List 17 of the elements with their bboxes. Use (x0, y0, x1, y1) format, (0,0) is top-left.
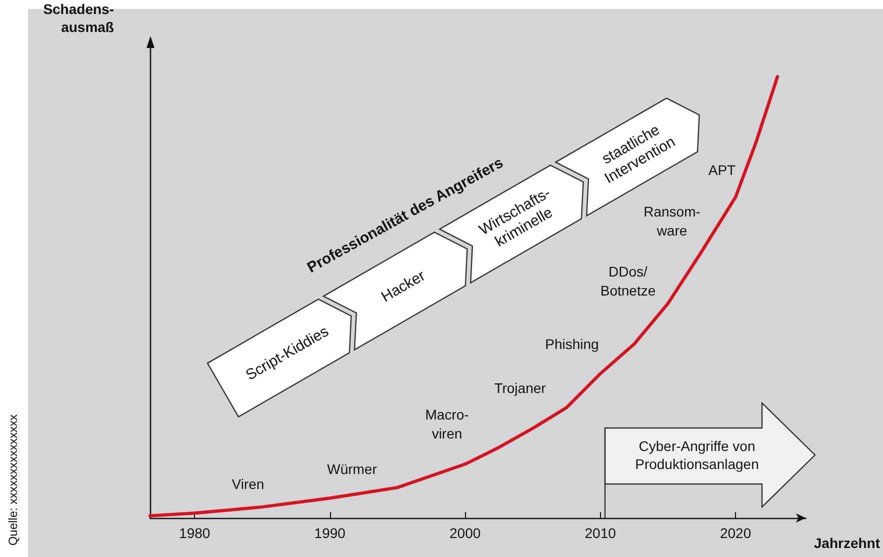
annotation: Trojaner (494, 380, 546, 396)
x-tick-label: 2020 (720, 525, 752, 541)
annotation: Viren (232, 476, 264, 492)
annotation: Ransom- ware (644, 204, 701, 238)
annotation: Würmer (327, 461, 378, 477)
x-tick-label: 2000 (450, 525, 481, 541)
x-tick-label: 1990 (314, 525, 346, 541)
annotation: APT (708, 162, 736, 178)
annotation: Cyber-Angriffe von Produktionsanlagen (635, 438, 759, 472)
y-axis-title: Schadens- ausmaß (43, 1, 114, 35)
annotation: Macro- viren (425, 406, 470, 442)
x-tick-label: 2010 (584, 525, 616, 541)
annotation: DDos/ Botnetze (600, 264, 656, 298)
annotation: Phishing (545, 336, 599, 352)
source-note: Quelle: xxxxxxxxxxxxxxx (6, 414, 20, 546)
x-tick-label: 1980 (179, 525, 210, 541)
x-axis-title: Jahrzehnt (814, 535, 880, 551)
